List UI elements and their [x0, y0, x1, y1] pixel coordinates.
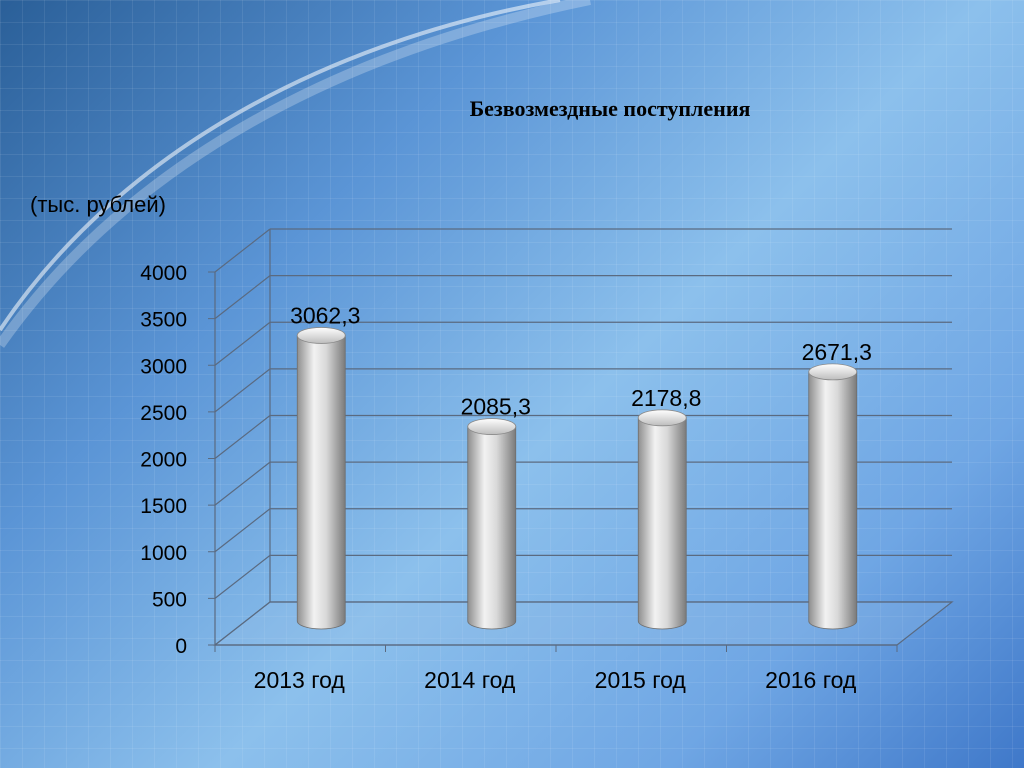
gridline-side — [214, 415, 271, 459]
bar — [467, 418, 517, 630]
bar — [296, 327, 346, 630]
bars — [296, 327, 858, 630]
x-tick-label: 2014 год — [424, 667, 516, 693]
gridline-side — [214, 321, 271, 366]
bar-body — [296, 335, 346, 630]
bar-body — [467, 426, 517, 630]
bar-top — [808, 363, 858, 381]
labels: 0 500 1000 1500 2000 2500 3000 3500 4000 3062,3 20… — [140, 262, 872, 693]
bar-top — [467, 418, 517, 435]
unit-label: (тыс. рублей) — [30, 192, 166, 217]
bar-body — [808, 371, 858, 630]
y-tick-label: 1000 — [140, 542, 187, 565]
data-label: 2085,3 — [461, 394, 531, 420]
gridline-side — [214, 228, 271, 273]
y-tick-label: 3000 — [140, 355, 187, 378]
bar — [637, 409, 687, 630]
gridline-side — [214, 508, 271, 553]
y-tick-label: 3500 — [140, 309, 187, 332]
y-tick-label: 4000 — [140, 262, 187, 285]
x-tick-label: 2013 год — [254, 667, 346, 693]
gridline-side — [214, 461, 271, 506]
bar-top — [637, 409, 687, 427]
data-label: 2671,3 — [802, 339, 872, 365]
bar-body — [637, 417, 687, 630]
x-tick-label: 2015 год — [595, 667, 687, 693]
axes — [208, 229, 954, 652]
y-tick-label: 1500 — [140, 495, 187, 518]
gridline-side — [214, 554, 271, 599]
y-tick-label: 2000 — [140, 449, 187, 472]
y-tick-label: 500 — [152, 588, 187, 611]
chart-title: Безвозмездные поступления — [469, 96, 751, 121]
bar — [808, 363, 858, 630]
data-label: 2178,8 — [631, 385, 701, 411]
gridline-side — [214, 368, 271, 413]
y-tick-label: 0 — [175, 635, 187, 658]
y-tick-label: 2500 — [140, 402, 187, 425]
data-label: 3062,3 — [290, 302, 360, 328]
bar-top — [296, 327, 346, 344]
gridline-side — [214, 275, 271, 320]
x-tick-label: 2016 год — [765, 667, 857, 693]
